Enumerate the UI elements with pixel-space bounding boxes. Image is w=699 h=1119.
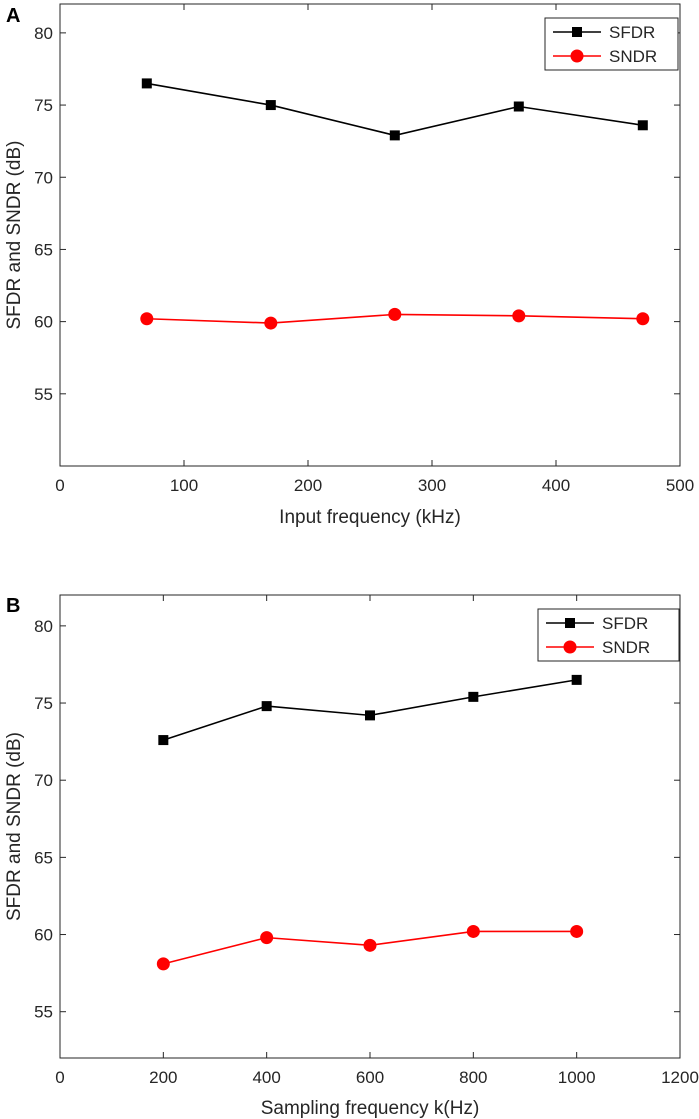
data-point-sfdr xyxy=(513,101,524,112)
data-point-sndr xyxy=(636,312,650,326)
data-point-sfdr xyxy=(637,120,648,131)
x-tick-label: 400 xyxy=(542,476,570,495)
x-axis-label: Sampling frequency k(Hz) xyxy=(261,1098,480,1119)
data-point-sfdr xyxy=(389,130,400,141)
data-point-sfdr xyxy=(158,735,169,746)
y-axis-label: SFDR and SNDR (dB) xyxy=(4,141,25,330)
x-tick-label: 200 xyxy=(294,476,322,495)
x-tick-label: 0 xyxy=(55,476,64,495)
legend-label-sndr: SNDR xyxy=(602,638,650,657)
legend-box xyxy=(537,608,680,662)
legend-label-sfdr: SFDR xyxy=(602,614,648,633)
y-tick-label: 55 xyxy=(34,385,53,404)
axes-box xyxy=(59,594,681,1059)
legend-marker-sfdr xyxy=(565,618,575,628)
data-point-sndr xyxy=(466,924,480,938)
data-point-sfdr xyxy=(571,674,582,685)
data-point-sfdr xyxy=(365,710,375,721)
data-point-sfdr xyxy=(141,78,152,89)
data-point-sndr xyxy=(570,924,584,938)
data-point-sndr xyxy=(264,316,278,330)
legend: SFDR SNDR xyxy=(537,608,680,662)
y-tick-label: 65 xyxy=(34,848,53,867)
data-point-sndr xyxy=(388,307,402,321)
series-sndr xyxy=(156,924,584,971)
y-tick-label: 80 xyxy=(34,617,53,636)
x-axis-label: Input frequency (kHz) xyxy=(279,507,461,528)
y-tick-label: 55 xyxy=(34,1003,53,1022)
y-tick-label: 60 xyxy=(34,926,53,945)
x-tick-label: 500 xyxy=(666,476,694,495)
y-tick-label: 65 xyxy=(34,240,53,259)
y-tick-label: 70 xyxy=(34,771,53,790)
legend-marker-sndr xyxy=(570,49,584,63)
x-tick-label: 600 xyxy=(356,1068,384,1087)
legend-label-sndr: SNDR xyxy=(609,47,657,66)
chart-panel-a: A 0 100 200 300 400 500 55 60 65 70 75 80 Input freq… xyxy=(4,3,694,528)
series-sndr xyxy=(140,307,650,330)
x-tick-label: 200 xyxy=(149,1068,177,1087)
panel-label-b: B xyxy=(6,595,20,617)
y-tick-label: 70 xyxy=(34,168,53,187)
data-point-sfdr xyxy=(265,100,276,111)
data-point-sndr xyxy=(156,957,170,971)
x-tick-label: 0 xyxy=(55,1068,64,1087)
y-tick-label: 60 xyxy=(34,313,53,332)
legend-box xyxy=(544,17,679,71)
panel-label-a: A xyxy=(6,5,20,27)
legend: SFDR SNDR xyxy=(544,17,679,71)
data-point-sfdr xyxy=(468,691,479,702)
series-line-sfdr xyxy=(163,679,577,741)
y-tick-label: 75 xyxy=(34,694,53,713)
plot-area-a: 0 100 200 300 400 500 55 60 65 70 75 80 Input freque… xyxy=(4,3,694,528)
axes-box xyxy=(59,3,681,467)
series-sfdr xyxy=(158,674,582,746)
chart-panel-b: B 0 200 400 600 800 1000 1200 55 60 65 70 75 80 Sampl… xyxy=(4,594,699,1119)
data-point-sndr xyxy=(512,309,526,323)
plot-area-b: 0 200 400 600 800 1000 1200 55 60 65 70 75 80 Samplin… xyxy=(4,594,699,1119)
x-tick-label: 300 xyxy=(418,476,446,495)
data-point-sndr xyxy=(140,312,154,326)
y-tick-label: 80 xyxy=(34,24,53,43)
series-sfdr xyxy=(141,78,648,141)
series-line-sfdr xyxy=(146,82,643,137)
x-tick-label: 400 xyxy=(252,1068,280,1087)
x-tick-label: 1200 xyxy=(661,1068,699,1087)
data-point-sndr xyxy=(260,931,274,945)
x-tick-label: 800 xyxy=(459,1068,487,1087)
x-tick-label: 1000 xyxy=(558,1068,596,1087)
data-point-sfdr xyxy=(261,701,272,712)
legend-marker-sfdr xyxy=(572,27,582,37)
legend-marker-sndr xyxy=(563,640,577,654)
data-point-sndr xyxy=(363,938,377,952)
x-tick-label: 100 xyxy=(170,476,198,495)
y-axis-label: SFDR and SNDR (dB) xyxy=(4,732,25,921)
legend-label-sfdr: SFDR xyxy=(609,23,655,42)
y-tick-label: 75 xyxy=(34,96,53,115)
